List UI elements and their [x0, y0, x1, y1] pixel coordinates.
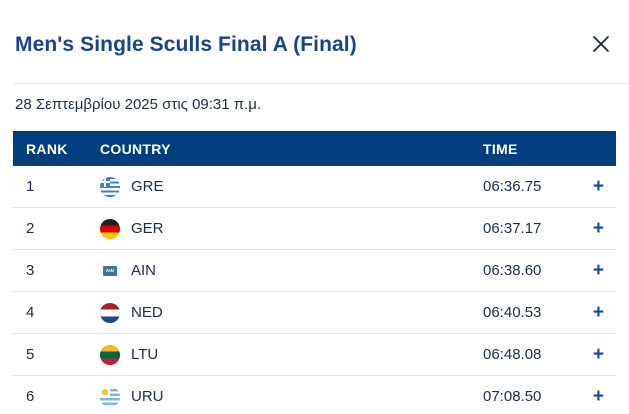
table-row: 2 GER 06:37.17 + — [13, 208, 616, 250]
expand-row-button[interactable]: + — [593, 303, 604, 322]
country-code: LTU — [131, 346, 159, 363]
country-code: AIN — [131, 262, 157, 279]
plus-icon: + — [592, 218, 604, 239]
table-row: 1 GRE 06:36.75 + — [13, 166, 616, 208]
expand-row-button[interactable]: + — [593, 177, 604, 196]
time-cell: 07:08.50 — [483, 388, 542, 405]
plus-icon: + — [592, 344, 604, 365]
time-header: TIME — [483, 140, 518, 157]
plus-icon: + — [592, 260, 604, 281]
close-icon — [591, 34, 611, 57]
expand-cell: + — [563, 303, 616, 322]
country-cell: NED — [100, 302, 470, 323]
expand-row-button[interactable]: + — [593, 387, 604, 406]
rank-cell: 6 — [26, 388, 35, 405]
rank-cell: 5 — [26, 346, 35, 363]
time-cell: 06:37.17 — [483, 220, 542, 237]
country-code: NED — [131, 304, 163, 321]
expand-cell: + — [563, 177, 616, 196]
time-cell: 06:36.75 — [483, 178, 542, 195]
expand-cell: + — [563, 345, 616, 364]
plus-icon: + — [592, 386, 604, 407]
title-divider — [14, 83, 629, 84]
country-code: URU — [131, 388, 164, 405]
expand-cell: + — [563, 261, 616, 280]
table-header-row: RANK COUNTRY TIME — [13, 131, 616, 166]
table-row: 6 URU 07:08.50 + — [13, 376, 616, 414]
results-table: RANK COUNTRY TIME 1 GRE 06:36.75 + 2 GER… — [13, 131, 616, 414]
page-title: Men's Single Sculls Final A (Final) — [15, 33, 357, 56]
plus-icon: + — [592, 176, 604, 197]
country-cell: URU — [100, 386, 470, 407]
modal-header: Men's Single Sculls Final A (Final) — [0, 0, 629, 58]
plus-icon: + — [592, 302, 604, 323]
rank-cell: 2 — [26, 220, 35, 237]
lithuania-flag-icon — [100, 344, 120, 365]
table-row: 3 AIN AIN 06:38.60 + — [13, 250, 616, 292]
country-cell: AIN AIN — [100, 261, 470, 281]
rank-header: RANK — [26, 140, 68, 157]
germany-flag-icon — [100, 218, 120, 239]
rank-cell: 3 — [26, 262, 35, 279]
close-button[interactable] — [589, 33, 613, 57]
country-cell: GRE — [100, 176, 470, 197]
country-header: COUNTRY — [100, 140, 171, 157]
uruguay-flag-icon — [100, 386, 120, 407]
expand-row-button[interactable]: + — [593, 261, 604, 280]
expand-row-button[interactable]: + — [593, 345, 604, 364]
expand-cell: + — [563, 219, 616, 238]
country-cell: GER — [100, 218, 470, 239]
rank-cell: 1 — [26, 178, 35, 195]
ain-flag-icon: AIN — [103, 265, 117, 276]
expand-row-button[interactable]: + — [593, 219, 604, 238]
greece-flag-icon — [100, 176, 120, 197]
country-cell: LTU — [100, 344, 470, 365]
time-cell: 06:48.08 — [483, 346, 542, 363]
event-datetime: 28 Σεπτεμβρίου 2025 στις 09:31 π.μ. — [15, 96, 262, 113]
expand-cell: + — [563, 387, 616, 406]
country-code: GRE — [131, 178, 164, 195]
country-code: GER — [131, 220, 164, 237]
time-cell: 06:40.53 — [483, 304, 542, 321]
rank-cell: 4 — [26, 304, 35, 321]
table-row: 5 LTU 06:48.08 + — [13, 334, 616, 376]
table-row: 4 NED 06:40.53 + — [13, 292, 616, 334]
time-cell: 06:38.60 — [483, 262, 542, 279]
netherlands-flag-icon — [100, 302, 120, 323]
